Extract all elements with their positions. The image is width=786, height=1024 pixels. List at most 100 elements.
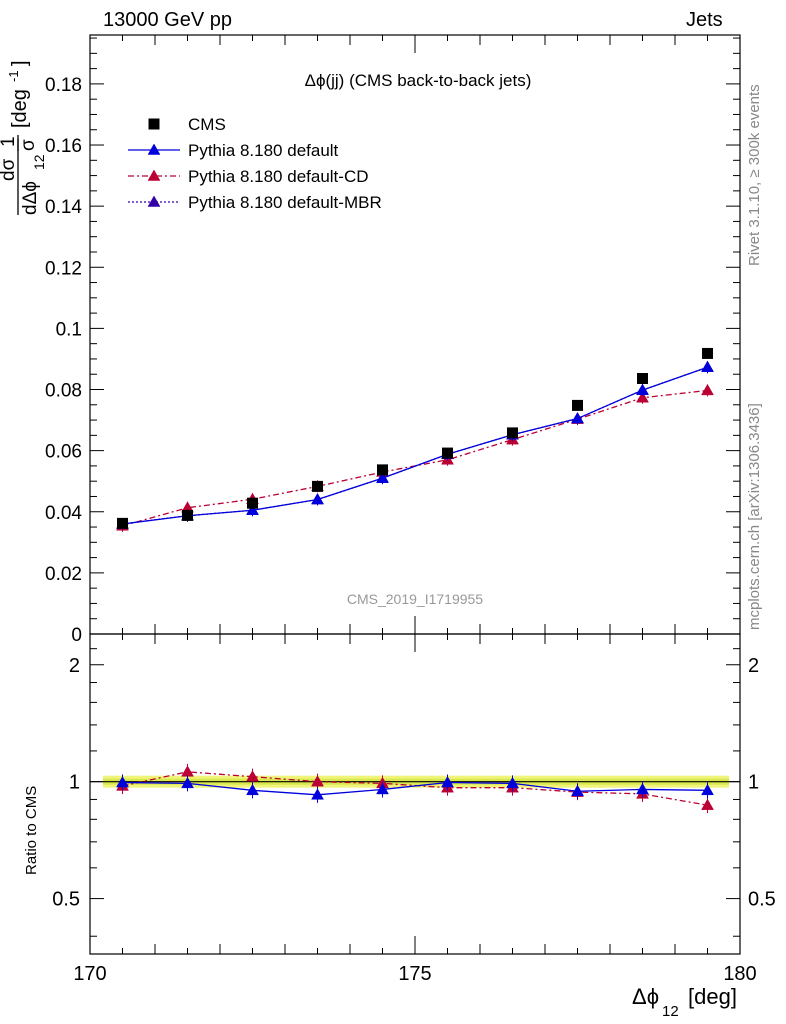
- ratio-tick-label-right: 1: [748, 772, 759, 794]
- ratio-point: [701, 798, 714, 810]
- x-axis-label: Δϕ 12 [deg]: [632, 984, 737, 1020]
- data-point: [572, 399, 583, 411]
- series-cms: [117, 347, 713, 529]
- data-point: [636, 383, 649, 395]
- data-point: [312, 480, 323, 492]
- svg-text:Δϕ: Δϕ: [632, 984, 659, 1009]
- series-pythia-8-180-default-mbr: [116, 360, 714, 530]
- data-point: [246, 503, 259, 515]
- ratio-point: [571, 784, 584, 796]
- ratio-point: [506, 776, 519, 789]
- data-point: [117, 517, 128, 529]
- ratio-line: [122, 781, 708, 796]
- ratio-tick-label-right: 2: [748, 655, 759, 677]
- data-point: [701, 360, 714, 372]
- legend-label: Pythia 8.180 default-CD: [188, 167, 369, 186]
- y-tick-label: 0.14: [45, 197, 82, 218]
- y-tick-label: 0.18: [45, 75, 82, 96]
- rivet-version-label: Rivet 3.1.10, ≥ 300k events: [746, 84, 763, 266]
- series-pythia-8-180-default: [116, 360, 714, 530]
- svg-text:]: ]: [9, 60, 31, 66]
- mcplots-label: mcplots.cern.ch [arXiv:1306.3436]: [746, 403, 763, 630]
- series-line: [122, 389, 708, 527]
- svg-text:12: 12: [662, 1003, 679, 1020]
- data-point: [636, 391, 649, 403]
- legend-marker: [147, 143, 161, 155]
- y-tick-label: 0.04: [45, 503, 82, 524]
- data-point: [182, 509, 193, 521]
- svg-text:-1: -1: [6, 70, 21, 82]
- y-tick-label: 0: [71, 625, 82, 646]
- ratio-point: [311, 788, 324, 800]
- main-series-layer: [116, 347, 714, 532]
- series-line: [122, 366, 708, 525]
- legend-label: CMS: [188, 115, 226, 134]
- y-tick-label: 0.16: [45, 136, 82, 157]
- ratio-tick-label-right: 0.5: [748, 889, 776, 911]
- main-y-ticks: 0 0.02 0.04 0.06 0.08 0.1 0.12 0.14 0.16 0.18: [45, 37, 740, 646]
- y-tick-label: 0.1: [56, 319, 82, 340]
- x-tick-label: 170: [73, 963, 106, 985]
- ratio-point: [181, 776, 194, 789]
- ratio-tick-label-left: 2: [69, 655, 80, 677]
- legend-marker: [147, 169, 161, 181]
- x-tick-label: 175: [398, 963, 431, 985]
- ratio-y-ticks: 0.5 0.5 1 1 2 2: [52, 648, 776, 937]
- ratio-y-label: Ratio to CMS: [23, 786, 40, 875]
- data-point: [376, 471, 389, 483]
- svg-text:dσ: dσ: [0, 158, 19, 181]
- svg-text:[deg: [deg: [9, 89, 31, 128]
- data-point: [571, 412, 584, 424]
- legend: CMS Pythia 8.180 default Pythia 8.180 defa…: [128, 115, 382, 212]
- data-point: [311, 493, 324, 505]
- ratio-series-layer: [90, 763, 740, 814]
- ratio-point: [246, 770, 259, 782]
- ratio-tick-label-left: 1: [69, 772, 80, 794]
- data-point: [507, 427, 518, 439]
- analysis-id: CMS_2019_I1719955: [347, 591, 483, 607]
- svg-text:dΔϕ: dΔϕ: [20, 181, 41, 215]
- legend-entry: CMS: [148, 115, 226, 134]
- ratio-point: [116, 776, 129, 788]
- ratio-point: [181, 765, 194, 777]
- ratio-point: [636, 782, 649, 795]
- y-axis-label: 1 σ dσ dΔϕ 12 [deg -1 ]: [0, 60, 47, 215]
- plot-title: Δϕ(jj) (CMS back-to-back jets): [305, 71, 532, 90]
- data-point: [702, 347, 713, 359]
- ratio-point: [376, 782, 389, 795]
- ratio-point: [441, 776, 454, 788]
- legend-label: Pythia 8.180 default: [188, 141, 339, 160]
- svg-text:12: 12: [31, 154, 47, 170]
- y-tick-label: 0.02: [45, 564, 82, 585]
- series-pythia-8-180-default-cd: [116, 383, 714, 532]
- legend-label: Pythia 8.180 default-MBR: [188, 193, 382, 212]
- data-point: [377, 464, 388, 476]
- legend-marker: [147, 195, 161, 207]
- category-label: Jets: [686, 9, 723, 31]
- legend-entry: Pythia 8.180 default-CD: [128, 167, 369, 186]
- x-axis-ticks: 170 175 180: [73, 35, 757, 985]
- data-point: [247, 497, 258, 509]
- legend-entry: Pythia 8.180 default-MBR: [128, 193, 382, 212]
- energy-label: 13000 GeV pp: [103, 9, 232, 31]
- ratio-series-pythia-8-180-default-cd: [116, 763, 714, 814]
- ratio-tick-label-left: 0.5: [52, 889, 80, 911]
- data-point: [701, 383, 714, 396]
- ratio-point: [701, 783, 714, 796]
- data-point: [637, 373, 648, 385]
- y-tick-label: 0.12: [45, 258, 82, 279]
- legend-entry: Pythia 8.180 default: [128, 141, 339, 160]
- y-tick-label: 0.06: [45, 442, 82, 463]
- legend-marker: [148, 118, 160, 130]
- svg-text:[deg]: [deg]: [688, 984, 737, 1009]
- svg-text:σ: σ: [18, 139, 39, 151]
- ratio-point: [246, 783, 259, 796]
- ratio-point: [311, 775, 324, 787]
- ratio-series-pythia-8-180-default: [116, 774, 714, 803]
- x-tick-label: 180: [723, 963, 756, 985]
- y-tick-label: 0.08: [45, 381, 82, 402]
- series-line: [122, 366, 708, 525]
- data-point: [442, 447, 453, 459]
- svg-text:1: 1: [0, 136, 19, 147]
